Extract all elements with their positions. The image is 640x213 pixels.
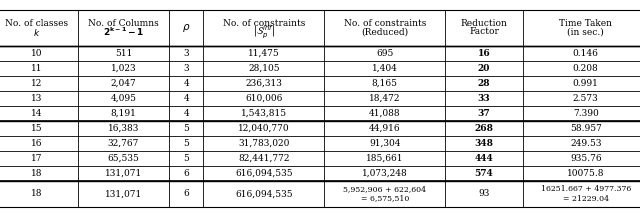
Text: 41,088: 41,088 <box>369 109 401 118</box>
Text: 31,783,020: 31,783,020 <box>238 139 289 148</box>
Text: 1,404: 1,404 <box>372 64 398 73</box>
Text: 610,006: 610,006 <box>245 94 282 103</box>
Text: 3: 3 <box>184 49 189 58</box>
Text: 5: 5 <box>184 139 189 148</box>
Text: 574: 574 <box>475 169 493 178</box>
Text: 695: 695 <box>376 49 394 58</box>
Text: 16251.667 + 4977.376
= 21229.04: 16251.667 + 4977.376 = 21229.04 <box>541 185 631 203</box>
Text: Reduction: Reduction <box>461 20 508 29</box>
Text: 15: 15 <box>31 124 42 133</box>
Text: 91,304: 91,304 <box>369 139 401 148</box>
Text: 16: 16 <box>31 139 42 148</box>
Text: Time Taken: Time Taken <box>559 20 612 29</box>
Text: 5: 5 <box>184 154 189 163</box>
Text: (in sec.): (in sec.) <box>567 27 604 36</box>
Text: (Reduced): (Reduced) <box>362 27 408 36</box>
Text: 7.390: 7.390 <box>573 109 598 118</box>
Text: 249.53: 249.53 <box>570 139 602 148</box>
Text: 0.991: 0.991 <box>573 79 598 88</box>
Text: 236,313: 236,313 <box>245 79 282 88</box>
Text: 4: 4 <box>184 79 189 88</box>
Text: 12,040,770: 12,040,770 <box>238 124 290 133</box>
Text: 17: 17 <box>31 154 42 163</box>
Text: 10075.8: 10075.8 <box>567 169 604 178</box>
Text: 268: 268 <box>475 124 493 133</box>
Text: 20: 20 <box>478 64 490 73</box>
Text: 511: 511 <box>115 49 132 58</box>
Text: 3: 3 <box>184 64 189 73</box>
Text: 0.146: 0.146 <box>573 49 598 58</box>
Text: 348: 348 <box>475 139 493 148</box>
Text: $\mathbf{2^{k-1}-1}$: $\mathbf{2^{k-1}-1}$ <box>102 26 144 38</box>
Text: 8,165: 8,165 <box>372 79 398 88</box>
Text: 4: 4 <box>184 94 189 103</box>
Text: 1,543,815: 1,543,815 <box>241 109 287 118</box>
Text: 616,094,535: 616,094,535 <box>235 190 292 199</box>
Text: No. of constraints: No. of constraints <box>223 20 305 29</box>
Text: Factor: Factor <box>469 27 499 36</box>
Text: 11,475: 11,475 <box>248 49 280 58</box>
Text: 0.208: 0.208 <box>573 64 598 73</box>
Text: 4: 4 <box>184 109 189 118</box>
Text: 28,105: 28,105 <box>248 64 280 73</box>
Text: 4,095: 4,095 <box>111 94 136 103</box>
Text: 93: 93 <box>478 190 490 199</box>
Text: 8,191: 8,191 <box>111 109 136 118</box>
Text: 37: 37 <box>477 109 490 118</box>
Text: 1,073,248: 1,073,248 <box>362 169 408 178</box>
Text: 28: 28 <box>477 79 490 88</box>
Text: 131,071: 131,071 <box>105 169 142 178</box>
Text: 2.573: 2.573 <box>573 94 598 103</box>
Text: No. of Columns: No. of Columns <box>88 20 159 29</box>
Text: 82,441,772: 82,441,772 <box>238 154 290 163</box>
Text: 11: 11 <box>31 64 42 73</box>
Text: $k$: $k$ <box>33 26 40 37</box>
Text: $|\mathcal{S}_p^{inf}|$: $|\mathcal{S}_p^{inf}|$ <box>253 23 275 41</box>
Text: 616,094,535: 616,094,535 <box>235 169 292 178</box>
Text: 935.76: 935.76 <box>570 154 602 163</box>
Text: 13: 13 <box>31 94 42 103</box>
Text: 32,767: 32,767 <box>108 139 139 148</box>
Text: 1,023: 1,023 <box>111 64 136 73</box>
Text: 65,535: 65,535 <box>108 154 140 163</box>
Text: No. of classes: No. of classes <box>5 20 68 29</box>
Text: 12: 12 <box>31 79 42 88</box>
Text: No. of constraints: No. of constraints <box>344 20 426 29</box>
Text: 44,916: 44,916 <box>369 124 401 133</box>
Text: 6: 6 <box>184 190 189 199</box>
Text: 14: 14 <box>31 109 42 118</box>
Text: 33: 33 <box>477 94 490 103</box>
Text: 2,047: 2,047 <box>111 79 136 88</box>
Text: 5,952,906 + 622,604
= 6,575,510: 5,952,906 + 622,604 = 6,575,510 <box>343 185 426 203</box>
Text: 18,472: 18,472 <box>369 94 401 103</box>
Text: 6: 6 <box>184 169 189 178</box>
Text: 16,383: 16,383 <box>108 124 139 133</box>
Text: $\rho$: $\rho$ <box>182 22 191 34</box>
Text: 16: 16 <box>477 49 490 58</box>
Text: 58.957: 58.957 <box>570 124 602 133</box>
Text: 18: 18 <box>31 169 42 178</box>
Text: 185,661: 185,661 <box>366 154 404 163</box>
Text: 5: 5 <box>184 124 189 133</box>
Text: 131,071: 131,071 <box>105 190 142 199</box>
Text: 18: 18 <box>31 190 42 199</box>
Text: 444: 444 <box>475 154 493 163</box>
Text: 10: 10 <box>31 49 42 58</box>
